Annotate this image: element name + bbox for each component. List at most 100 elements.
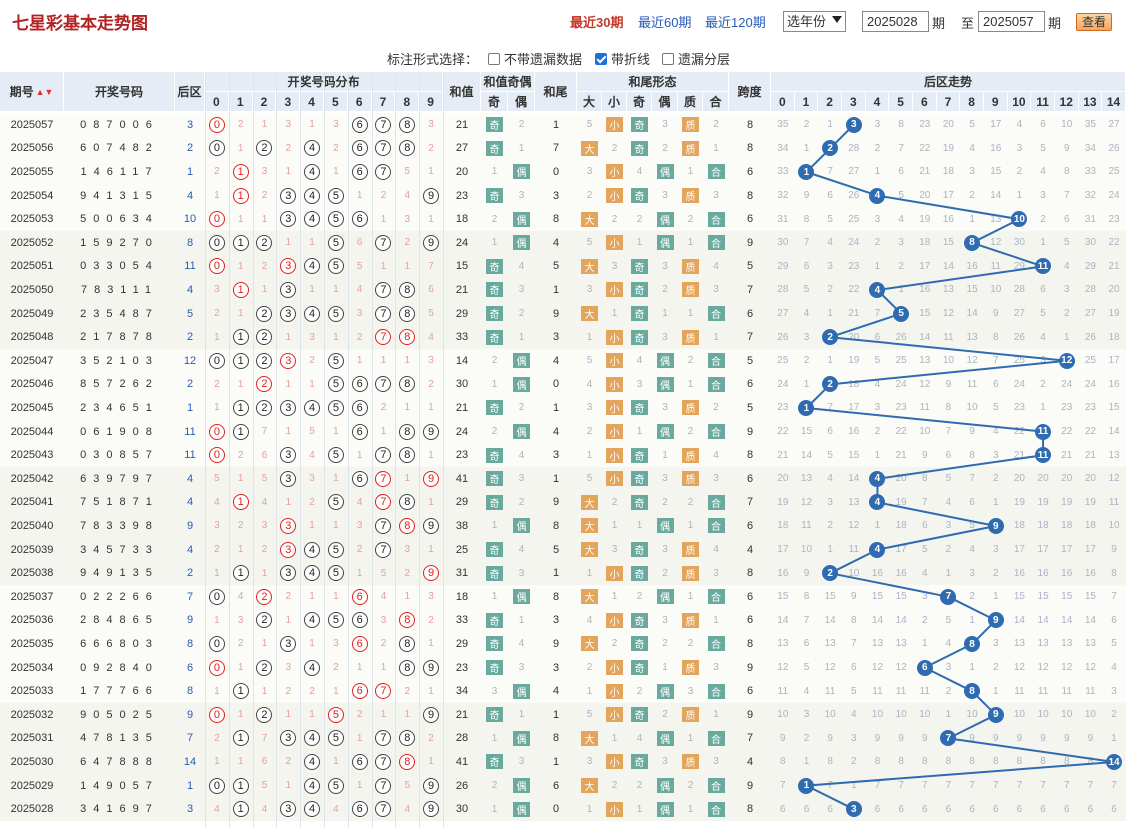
miss-value: 15	[990, 166, 1002, 178]
option-layer[interactable]: 遗漏分层	[662, 49, 730, 68]
back-trend-cell: 25	[889, 349, 913, 373]
miss-value: 3	[662, 119, 668, 131]
dist-cell: 6	[347, 608, 372, 633]
dist-cell: 1	[395, 349, 420, 373]
dist-cell: 4	[300, 443, 324, 467]
back-trend-cell: 17	[1078, 537, 1103, 562]
back-trend-cell: 17	[936, 183, 961, 208]
number-ball: 1	[232, 329, 249, 346]
back-trend-cell: 27	[771, 301, 795, 326]
checkbox-icon[interactable]	[662, 52, 674, 65]
period-60-link[interactable]: 最近60期	[638, 15, 692, 30]
tag-badge: 偶	[513, 376, 530, 392]
sum-even-cell: 偶	[508, 160, 535, 184]
table-row: 2025034 092840 6 0 1 2 3 4 2 1 1 8 9 23 奇 3 3 2 小奇 1 质 3 9 12 5 1…	[0, 655, 1126, 680]
miss-value: 1	[518, 142, 525, 154]
option-no-miss[interactable]: 不带遗漏数据	[488, 49, 582, 68]
dist-cell: 5	[324, 231, 348, 255]
miss-value: 3	[662, 260, 668, 272]
sum-cell: 15	[443, 254, 481, 279]
back-cell: 8	[175, 231, 205, 255]
tag-badge: 奇	[486, 542, 503, 558]
miss-value: 1	[518, 331, 525, 343]
issue-header[interactable]: 期号 ▲▼	[0, 72, 64, 112]
miss-value: 2	[261, 260, 268, 272]
tag-badge: 小	[606, 447, 623, 463]
tag-badge: 小	[606, 471, 623, 487]
back-trend-cell: 1	[1054, 325, 1079, 349]
miss-value: 6	[922, 803, 928, 815]
miss-value: 20	[1084, 473, 1096, 485]
option-line[interactable]: 带折线	[595, 49, 650, 68]
number-ball: 0	[208, 635, 225, 652]
sum-odd-cell: 奇	[481, 396, 508, 420]
miss-value: 1	[851, 780, 857, 792]
back-trend-cell: 7	[912, 773, 937, 798]
miss-value: 4	[1040, 331, 1046, 343]
checkbox-checked-icon[interactable]	[595, 52, 607, 65]
miss-value: 2	[611, 142, 618, 154]
miss-value: 12	[800, 496, 813, 508]
to-issue-input[interactable]: 2025057	[978, 11, 1045, 32]
back-trend-cell: 15	[960, 278, 984, 302]
dist-cell: 6	[347, 396, 372, 420]
sort-icon[interactable]: ▲▼	[35, 86, 54, 97]
tag-badge: 合	[707, 730, 725, 746]
miss-value: 1	[285, 237, 292, 249]
dist-cell: 5	[300, 419, 324, 444]
dist-cell: 2	[228, 113, 253, 137]
tail-big-cell: 3	[577, 278, 602, 302]
dist-cell: 3	[324, 113, 348, 137]
miss-value: 1	[428, 638, 434, 650]
period-30-link[interactable]: 最近30期	[570, 15, 624, 30]
period-120-link[interactable]: 最近120期	[705, 15, 766, 30]
back-trend-cell: 13	[983, 207, 1008, 231]
dist-cell: 4	[300, 655, 324, 680]
back-trend-cell: 17	[1007, 537, 1032, 562]
tail-even-cell: 偶	[652, 160, 678, 184]
back-trend-cell: 3	[983, 632, 1008, 656]
miss-value: 18	[1037, 520, 1049, 532]
miss-value: 15	[1108, 402, 1120, 414]
number-ball: 2	[256, 612, 273, 629]
from-issue-input[interactable]: 2025028	[862, 11, 929, 32]
dist-cell: 1	[228, 349, 253, 373]
miss-value: 18	[1061, 520, 1073, 532]
numbers-cell: 647888	[64, 750, 175, 774]
miss-value: 9	[827, 732, 833, 744]
miss-value: 2	[491, 426, 498, 438]
back-trend-cell: 10	[1078, 703, 1103, 727]
tail-composite-cell: 4	[703, 443, 729, 467]
tail-big-cell: 1	[577, 561, 602, 585]
year-select[interactable]: 选年份	[783, 11, 846, 32]
tag-badge: 质	[682, 140, 699, 156]
issue-cell: 2025037	[0, 585, 64, 609]
dist-cell: 1	[228, 655, 253, 680]
number-ball: 5	[327, 399, 344, 416]
miss-value: 3	[713, 662, 719, 674]
dist-digit-header: 4	[300, 92, 324, 112]
dist-cell: 1	[395, 703, 420, 727]
miss-value: 2	[1040, 213, 1046, 225]
dist-digit-header: 9	[419, 92, 443, 112]
view-button[interactable]: 查看	[1076, 13, 1112, 31]
checkbox-icon[interactable]	[488, 52, 500, 65]
tag-badge: 小	[606, 612, 623, 628]
back-trend-cell: 32	[771, 183, 795, 208]
back-trend-cell: 6	[865, 797, 890, 821]
tail-composite-cell: 合	[703, 726, 729, 751]
miss-value: 1	[687, 591, 694, 603]
tail-small-cell: 2	[602, 632, 627, 656]
back-trend-cell: 6	[1031, 797, 1055, 821]
dist-cell: 3	[252, 160, 277, 184]
number-ball: 5	[327, 187, 344, 204]
tail-big-cell: 3	[577, 396, 602, 420]
back-trend-cell: 6	[1102, 797, 1126, 821]
miss-value: 3	[586, 284, 593, 296]
tag-badge: 合	[707, 518, 725, 534]
dist-cell: 2	[252, 703, 277, 727]
back-cell: 12	[175, 349, 205, 373]
miss-value: 6	[803, 638, 810, 650]
back-trend-cell: 35	[771, 113, 795, 137]
number-ball: 5	[327, 730, 344, 747]
